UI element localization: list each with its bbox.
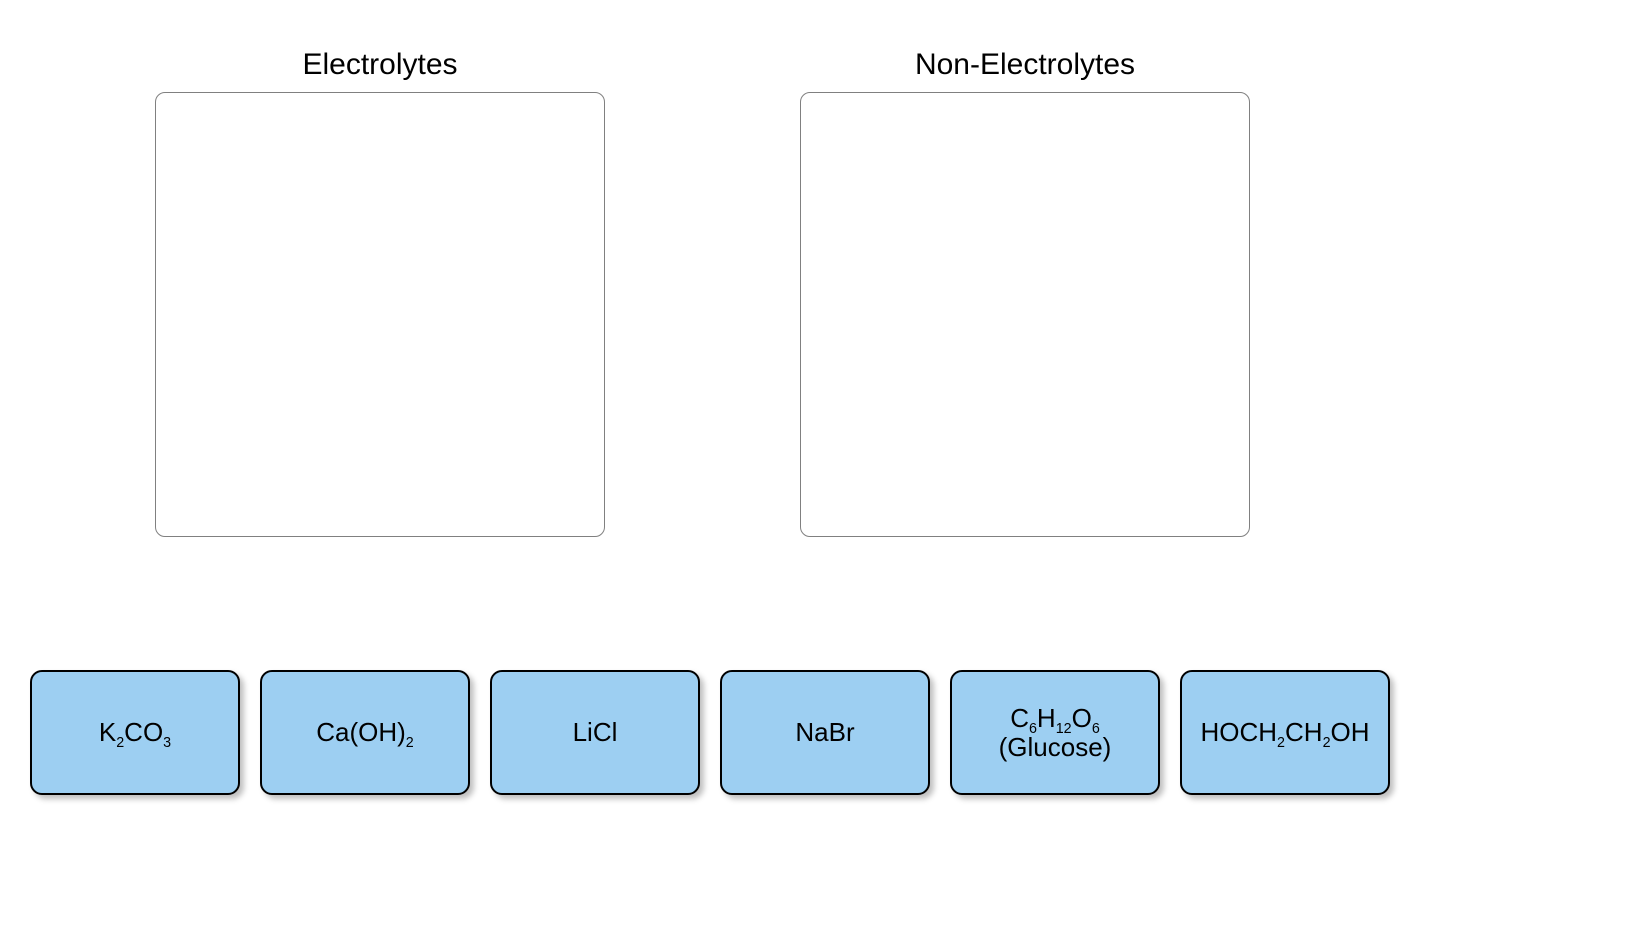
card-label: NaBr — [795, 718, 854, 747]
card-nabr[interactable]: NaBr — [720, 670, 930, 795]
zone-label-non-electrolytes: Non-Electrolytes — [800, 48, 1250, 82]
card-label: K2CO3 — [99, 718, 171, 747]
card-label: Ca(OH)2 — [316, 718, 414, 747]
card-k2co3[interactable]: K2CO3 — [30, 670, 240, 795]
drop-zone-electrolytes[interactable] — [155, 92, 605, 537]
card-licl[interactable]: LiCl — [490, 670, 700, 795]
card-label: LiCl — [573, 718, 618, 747]
card-caoh2[interactable]: Ca(OH)2 — [260, 670, 470, 795]
cards-row: K2CO3 Ca(OH)2 LiCl NaBr C6H12O6(Glucose)… — [30, 670, 1390, 795]
card-label: HOCH2CH2OH — [1200, 718, 1369, 747]
card-ethglyc[interactable]: HOCH2CH2OH — [1180, 670, 1390, 795]
zone-label-electrolytes: Electrolytes — [155, 48, 605, 82]
drop-zone-non-electrolytes[interactable] — [800, 92, 1250, 537]
card-label: C6H12O6(Glucose) — [999, 704, 1112, 761]
card-glucose[interactable]: C6H12O6(Glucose) — [950, 670, 1160, 795]
